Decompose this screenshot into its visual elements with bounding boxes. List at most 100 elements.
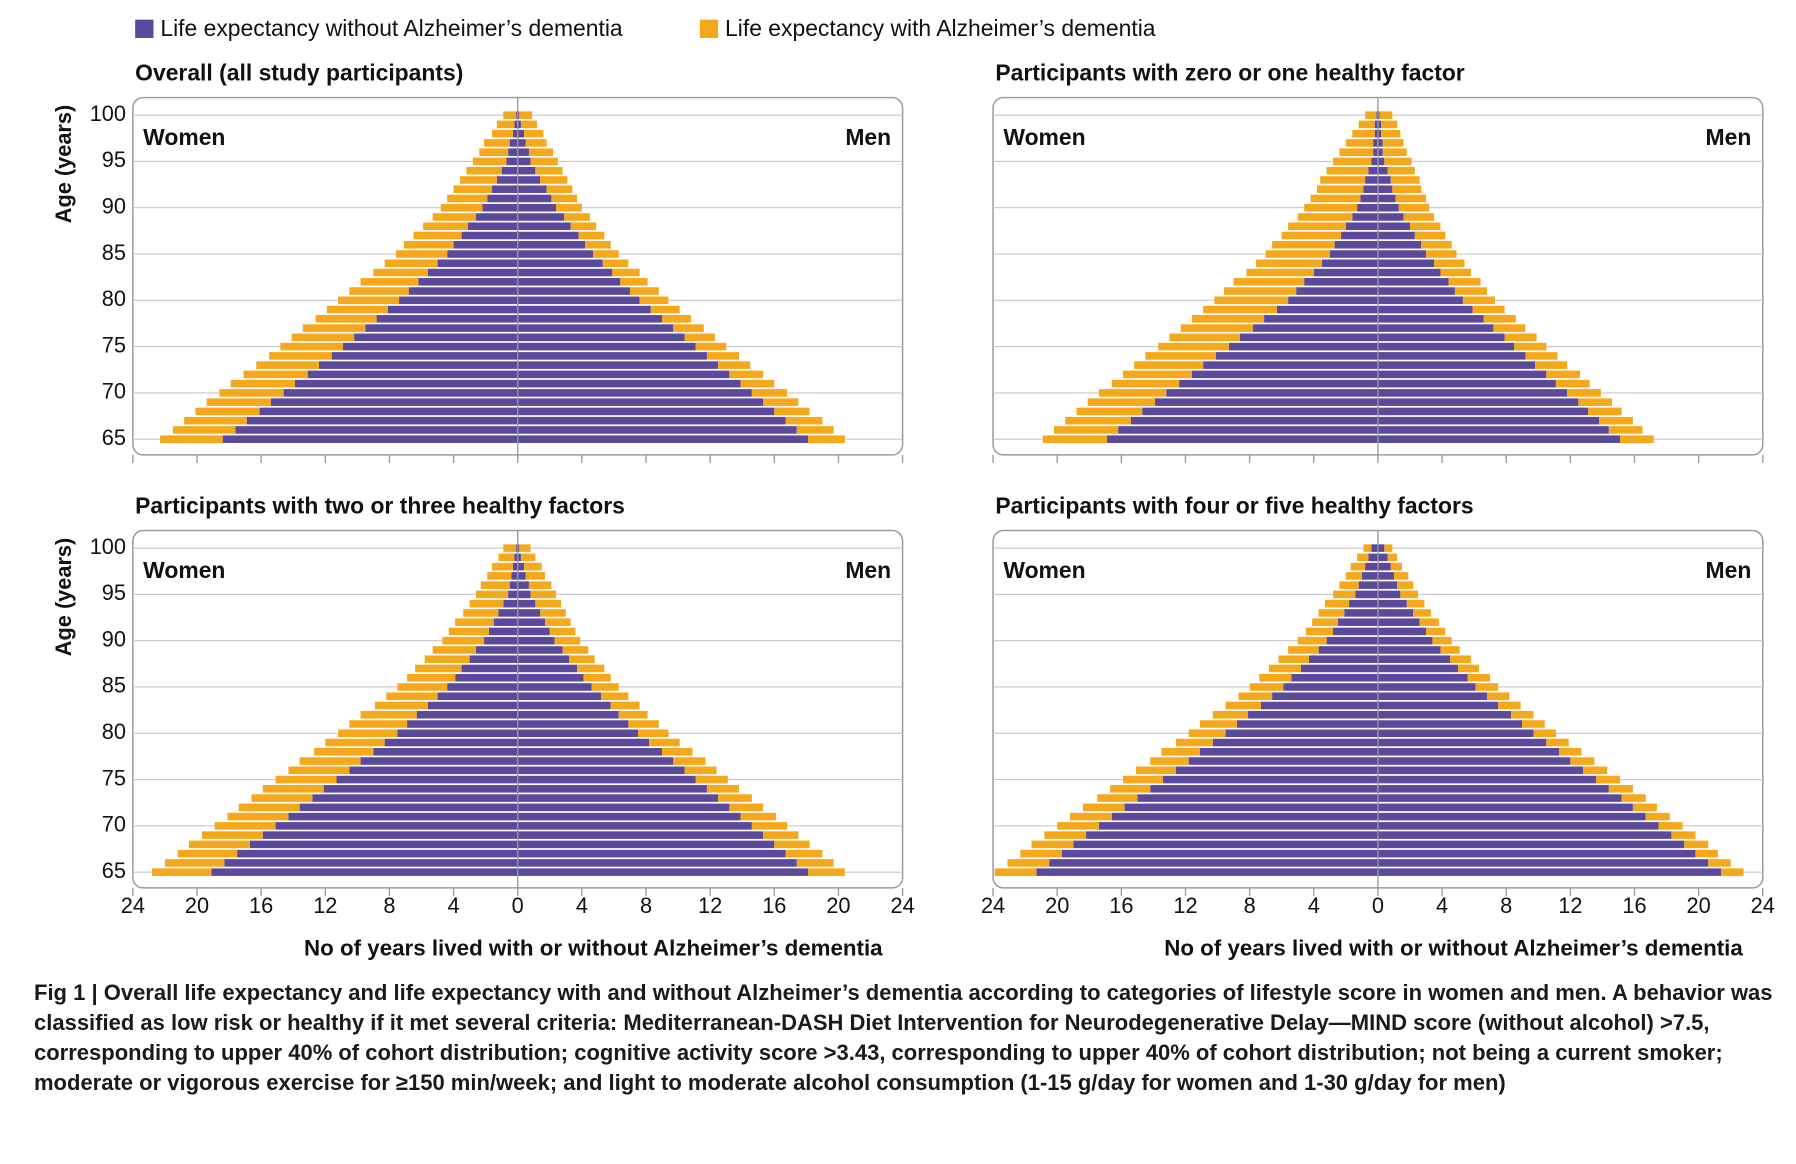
bar-men-with (1434, 259, 1465, 268)
bar-women-without (1288, 296, 1378, 305)
bar-women-without (360, 757, 518, 765)
bar-men-with (650, 305, 680, 314)
bar-men-without (517, 268, 613, 277)
bar-women-without (1111, 812, 1378, 821)
bar-men-without (1377, 553, 1388, 562)
bar-men-with (585, 240, 611, 249)
bar-women-with (1365, 111, 1377, 119)
bar-women-with (1272, 240, 1335, 249)
bar-women-without (1179, 379, 1378, 388)
bar-women-without (418, 278, 518, 286)
bar-men-without (1377, 342, 1515, 351)
bar-men-with (1504, 333, 1537, 342)
bar-men-with (1535, 361, 1568, 369)
bar-men-without (517, 785, 707, 793)
bar-women-without (399, 296, 518, 305)
bar-women-with (1288, 222, 1346, 231)
bar-women-without (312, 794, 518, 802)
bar-men-with (740, 812, 776, 821)
bar-men-with (520, 553, 536, 562)
bar-women-with (492, 562, 513, 571)
bar-men-without (517, 627, 550, 636)
bar-men-without (1377, 305, 1473, 314)
bar-women-without (1248, 710, 1378, 719)
bar-men-with (1514, 342, 1547, 351)
panel-title: Participants with four or five healthy f… (995, 493, 1473, 519)
bar-men-without (517, 259, 603, 268)
bar-women-without (416, 710, 518, 719)
bar-men-without (517, 342, 696, 351)
x-tick-label: 0 (1372, 893, 1384, 918)
bar-women-without (299, 803, 518, 812)
left-label: Women (1003, 124, 1085, 150)
bar-men-without (517, 618, 545, 626)
bar-men-with (1448, 278, 1481, 286)
bar-men-without (517, 352, 707, 360)
bar-men-with (1632, 803, 1657, 812)
bar-women-without (461, 231, 518, 240)
bar-women-without (397, 729, 518, 738)
bar-men-without (1377, 766, 1584, 775)
bar-women-without (508, 590, 518, 599)
bar-men-without (1377, 710, 1512, 719)
bar-women-without (455, 673, 518, 682)
bar-men-without (517, 859, 797, 867)
x-tick-label: 24 (1751, 893, 1775, 918)
bar-women-with (407, 673, 456, 682)
bar-women-without (461, 664, 518, 673)
bar-men-with (556, 203, 582, 212)
bar-women-with (326, 305, 388, 314)
bar-men-without (517, 370, 730, 379)
bar-men-with (530, 157, 558, 166)
bar-men-without (517, 692, 602, 701)
x-tick-label: 4 (1308, 893, 1320, 918)
bar-women-with (275, 775, 337, 784)
legend-swatch (135, 19, 154, 38)
bar-women-with (302, 324, 366, 332)
bar-women-with (1158, 342, 1229, 351)
bar-men-with (751, 389, 788, 397)
bar-men-with (1486, 692, 1510, 701)
bar-men-without (1377, 627, 1427, 636)
bar-men-with (601, 692, 629, 701)
bar-women-without (1373, 148, 1378, 156)
bar-women-with (1134, 361, 1204, 369)
bar-women-with (1345, 572, 1362, 580)
bar-men-without (1377, 259, 1435, 268)
bar-women-with (184, 416, 247, 425)
bar-women-with (397, 683, 448, 691)
bar-men-with (1467, 673, 1491, 682)
bar-men-with (1511, 710, 1534, 719)
bar-men-without (517, 766, 685, 775)
bar-women-without (1304, 278, 1378, 286)
bar-women-without (427, 701, 518, 710)
bar-men-with (1419, 618, 1439, 626)
bar-men-with (612, 268, 640, 277)
bar-women-with (188, 840, 250, 849)
bar-women-without (1240, 333, 1378, 342)
bar-women-with (299, 757, 361, 765)
x-tick-label: 16 (762, 893, 786, 918)
bar-men-with (751, 822, 788, 830)
bar-women-with (455, 618, 494, 626)
left-label: Women (143, 124, 225, 150)
bar-men-with (1555, 379, 1590, 388)
bar-men-without (517, 646, 563, 654)
bar-women-without (516, 111, 518, 119)
bar-women-without (249, 840, 518, 849)
bar-men-without (517, 636, 555, 645)
bar-men-with (535, 166, 563, 175)
bar-women-without (508, 148, 518, 156)
right-label: Men (845, 557, 891, 583)
bar-men-with (1381, 120, 1398, 129)
bar-women-without (1376, 111, 1378, 119)
bar-men-with (1498, 701, 1521, 710)
bar-women-without (1036, 868, 1378, 876)
bar-men-without (517, 562, 525, 571)
bar-women-with (1326, 166, 1369, 175)
bar-women-without (488, 627, 518, 636)
bar-men-with (718, 794, 752, 802)
bar-women-without (1341, 231, 1378, 240)
x-tick-label: 8 (640, 893, 652, 918)
